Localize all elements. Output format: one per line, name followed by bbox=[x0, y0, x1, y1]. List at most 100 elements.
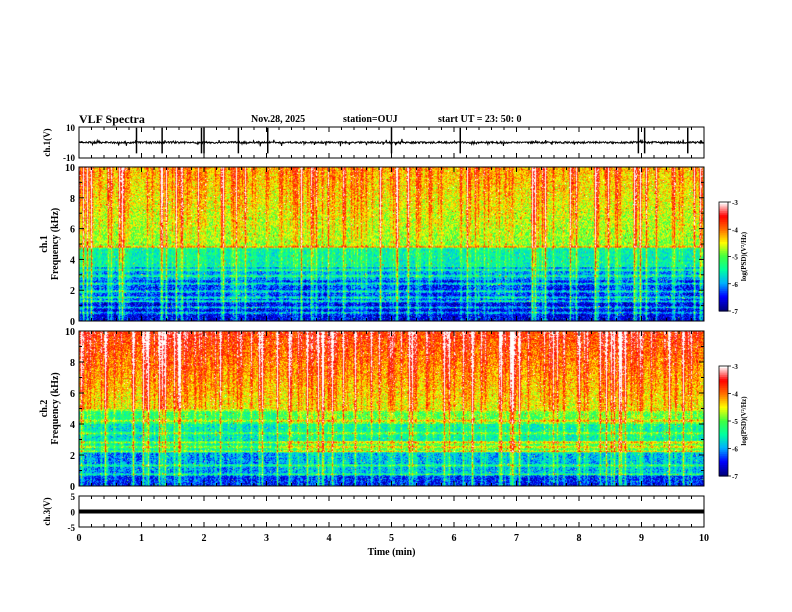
time-xtick-label: 0 bbox=[77, 533, 82, 544]
ch3-waveform-ytick-label: 5 bbox=[71, 492, 76, 502]
colorbar-segment bbox=[719, 301, 728, 305]
colorbar-segment bbox=[719, 463, 728, 466]
ch3-waveform-ytick-label: -5 bbox=[68, 523, 76, 533]
colorbar-segment bbox=[719, 309, 728, 312]
colorbar-segment bbox=[719, 232, 728, 236]
spectrogram-ytick-label: 10 bbox=[65, 327, 75, 338]
colorbar-segment bbox=[719, 298, 728, 301]
colorbar-segment bbox=[719, 227, 728, 230]
colorbar-segment bbox=[719, 274, 728, 278]
colorbar-segment bbox=[719, 415, 728, 418]
colorbar-tick-label: -4 bbox=[732, 391, 738, 399]
station-label: station=OUJ bbox=[343, 114, 398, 125]
colorbar-segment bbox=[719, 272, 728, 276]
colorbar-segment bbox=[719, 258, 728, 261]
ch3-waveform-ylabel: ch.3(V) bbox=[42, 497, 52, 525]
ch3-waveform-ytick-label: 0 bbox=[71, 508, 76, 518]
colorbar-segment bbox=[719, 382, 728, 385]
colorbar-segment bbox=[719, 367, 728, 371]
colorbar-segment bbox=[719, 411, 728, 415]
colorbar-segment bbox=[719, 455, 728, 459]
colorbar-segment bbox=[719, 437, 728, 440]
colorbar-segment bbox=[719, 254, 728, 258]
colorbar-segment bbox=[719, 234, 728, 238]
colorbar-segment bbox=[719, 470, 728, 473]
spectrogram-ytick-label: 4 bbox=[70, 420, 75, 431]
colorbar-segment bbox=[719, 386, 728, 389]
spectrogram-ytick-label: 8 bbox=[70, 358, 75, 369]
spectrogram-ytick-label: 6 bbox=[70, 225, 75, 236]
colorbar-segment bbox=[719, 292, 728, 296]
spectrogram-ylabel: Frequency (kHz) bbox=[50, 372, 61, 444]
colorbar-segment bbox=[719, 261, 728, 265]
spectrogram-image-2 bbox=[79, 331, 704, 486]
colorbar-tick-label: -4 bbox=[732, 226, 738, 234]
colorbar-segment bbox=[719, 289, 728, 292]
colorbar-segment bbox=[719, 426, 728, 429]
time-xtick-label: 3 bbox=[264, 533, 269, 544]
colorbar-segment bbox=[719, 435, 728, 439]
chart-title: VLF Spectra bbox=[79, 112, 145, 126]
colorbar-segment bbox=[719, 251, 728, 254]
colorbar-segment bbox=[719, 267, 728, 270]
colorbar-segment bbox=[719, 448, 728, 451]
time-xtick-label: 10 bbox=[699, 533, 709, 544]
spectrogram-ytick-label: 2 bbox=[70, 451, 75, 462]
colorbar-segment bbox=[719, 305, 728, 308]
colorbar-segment bbox=[719, 454, 728, 457]
time-xtick-label: 5 bbox=[389, 533, 394, 544]
time-xtick-label: 4 bbox=[327, 533, 332, 544]
colorbar-segment bbox=[719, 432, 728, 435]
colorbar-segment bbox=[719, 375, 728, 378]
colorbar-segment bbox=[719, 240, 728, 243]
colorbar-segment bbox=[719, 203, 728, 207]
colorbar-segment bbox=[719, 220, 728, 223]
colorbar-segment bbox=[719, 465, 728, 468]
colorbar-segment bbox=[719, 243, 728, 247]
spectrogram-ytick-label: 0 bbox=[70, 482, 75, 493]
colorbar-segment bbox=[719, 223, 728, 227]
colorbar-segment bbox=[719, 281, 728, 285]
colorbar-segment bbox=[719, 373, 728, 376]
colorbar-segment bbox=[719, 399, 728, 402]
spectrogram-channel-label: ch.2 bbox=[39, 400, 50, 418]
time-xtick-label: 1 bbox=[139, 533, 144, 544]
spectrogram-image-1 bbox=[79, 167, 704, 321]
colorbar-segment bbox=[719, 393, 728, 396]
colorbar-segment bbox=[719, 303, 728, 307]
ch1-waveform-ylabel: ch.1(V) bbox=[42, 128, 52, 156]
colorbar-tick-label: -6 bbox=[732, 281, 738, 289]
spectrogram-ytick-label: 8 bbox=[70, 194, 75, 205]
colorbar-segment bbox=[719, 207, 728, 210]
colorbar-segment bbox=[719, 283, 728, 287]
colorbar-segment bbox=[719, 472, 728, 475]
colorbar-tick-label: -5 bbox=[732, 254, 738, 262]
colorbar-tick-label: -6 bbox=[732, 446, 738, 454]
spectrogram-ylabel: Frequency (kHz) bbox=[50, 208, 61, 280]
colorbar-segment bbox=[719, 276, 728, 279]
time-xtick-label: 2 bbox=[202, 533, 207, 544]
colorbar-segment bbox=[719, 294, 728, 298]
spectrogram-ytick-label: 10 bbox=[65, 163, 75, 174]
colorbar-segment bbox=[719, 236, 728, 239]
colorbar-segment bbox=[719, 247, 728, 250]
colorbar-segment bbox=[719, 366, 728, 369]
colorbar-segment bbox=[719, 439, 728, 442]
colorbar-segment bbox=[719, 408, 728, 411]
colorbar-segment bbox=[719, 397, 728, 400]
colorbar-segment bbox=[719, 371, 728, 374]
colorbar-segment bbox=[719, 211, 728, 214]
colorbar-segment bbox=[719, 225, 728, 229]
ch1-waveform-ytick-label: 10 bbox=[66, 123, 76, 133]
colorbar-segment bbox=[719, 459, 728, 462]
colorbar-segment bbox=[719, 441, 728, 444]
colorbar-segment bbox=[719, 395, 728, 398]
colorbar-segment bbox=[719, 218, 728, 221]
colorbar-segment bbox=[719, 260, 728, 263]
colorbar-segment bbox=[719, 417, 728, 420]
colorbar-segment bbox=[719, 377, 728, 380]
colorbar-segment bbox=[719, 444, 728, 448]
colorbar-segment bbox=[719, 410, 728, 413]
colorbar-segment bbox=[719, 300, 728, 303]
